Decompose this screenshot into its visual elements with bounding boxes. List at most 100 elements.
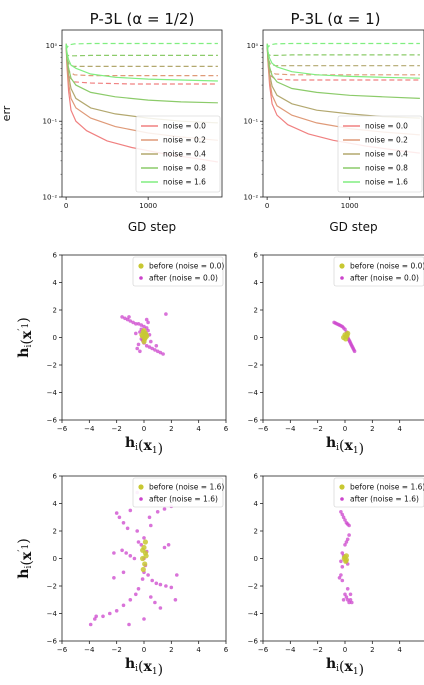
- after-point: [120, 548, 124, 553]
- chart-title: P-3L (α = 1/2): [90, 10, 195, 28]
- after-point: [94, 614, 98, 619]
- x-tick-label: −2: [313, 646, 323, 654]
- x-tick-label: 0: [265, 202, 269, 210]
- x-tick-label: −6: [57, 425, 68, 433]
- after-point: [162, 507, 167, 511]
- series-test-line-1: [266, 43, 420, 76]
- y-tick-label: 2: [53, 307, 57, 315]
- after-point: [131, 320, 135, 325]
- x-tick-label: 1000: [341, 202, 359, 210]
- legend-label: noise = 0.4: [365, 150, 408, 159]
- y-tick-label: 10⁰: [247, 42, 259, 50]
- legend-swatch: [138, 263, 144, 269]
- series-test-line-4: [266, 42, 420, 48]
- after-point: [348, 598, 353, 602]
- after-point: [166, 543, 171, 547]
- after-point: [149, 523, 153, 528]
- after-point: [138, 349, 142, 354]
- x-tick-label: −2: [112, 646, 122, 654]
- after-point: [150, 346, 154, 351]
- after-point: [93, 617, 97, 621]
- before-point: [139, 332, 145, 338]
- after-point: [112, 551, 116, 555]
- legend-label: noise = 0.8: [365, 164, 408, 173]
- after-point: [341, 598, 346, 602]
- after-point: [142, 617, 146, 621]
- x-tick-label: −6: [258, 425, 269, 433]
- after-point: [135, 346, 139, 351]
- x-tick-label: 0: [142, 646, 146, 654]
- after-point: [120, 315, 124, 319]
- after-point: [123, 316, 127, 321]
- y-axis-label: err: [0, 105, 13, 121]
- after-point: [134, 331, 138, 336]
- after-point: [345, 598, 350, 602]
- after-point: [132, 556, 137, 561]
- legend-box: [135, 115, 221, 193]
- legend-box: [333, 256, 424, 287]
- y-tick-label: 2: [254, 528, 258, 536]
- legend-label: before (noise = 0.0): [149, 262, 224, 271]
- after-point: [147, 515, 152, 520]
- x-tick-label: −4: [84, 425, 95, 433]
- x-tick-label: 1000: [139, 202, 157, 210]
- before-point: [143, 553, 149, 559]
- y-tick-label: 10⁰: [46, 42, 58, 50]
- after-point: [140, 577, 145, 581]
- after-point: [108, 611, 112, 616]
- y-tick-label: 6: [53, 252, 58, 260]
- after-point: [347, 523, 351, 528]
- y-tick-label: −2: [248, 583, 258, 591]
- y-tick-label: 2: [53, 528, 57, 536]
- after-point: [154, 344, 159, 348]
- y-tick-label: −2: [248, 362, 258, 370]
- series-test-line-1: [65, 43, 218, 77]
- series-train-line-3: [65, 43, 218, 104]
- before-point: [142, 539, 148, 545]
- legend: before (noise = 1.6) after (noise = 1.6): [333, 477, 424, 508]
- legend: before (noise = 0.0) after (noise = 0.0): [333, 256, 424, 287]
- after-point: [136, 322, 141, 326]
- x-tick-label: 4: [196, 425, 201, 433]
- after-point: [121, 570, 126, 575]
- x-tick-label: 4: [397, 646, 402, 654]
- y-tick-label: −4: [248, 610, 259, 618]
- x-axis-label-text: hi(x1): [125, 435, 163, 457]
- legend-box: [132, 256, 224, 287]
- after-point: [144, 317, 149, 322]
- y-tick-label: −4: [47, 389, 58, 397]
- after-point: [136, 342, 141, 347]
- after-point: [117, 515, 122, 520]
- before-point: [343, 558, 349, 564]
- x-tick-label: 6: [224, 425, 229, 433]
- after-point: [343, 592, 347, 597]
- after-point: [341, 515, 346, 520]
- after-point: [164, 584, 168, 588]
- legend-box: [333, 477, 424, 508]
- after-point: [153, 600, 157, 605]
- x-tick-label: 0: [142, 425, 146, 433]
- after-point: [340, 565, 345, 569]
- legend-box: [132, 477, 224, 508]
- after-point: [153, 348, 157, 352]
- y-tick-label: 0: [53, 555, 57, 563]
- after-point: [337, 576, 342, 580]
- x-tick-label: 2: [370, 425, 374, 433]
- series-train-line-2: [266, 43, 420, 119]
- legend-label: after (noise = 1.6): [149, 495, 218, 504]
- legend-label: noise = 0.4: [163, 150, 206, 159]
- after-point: [146, 328, 150, 333]
- after-point: [339, 510, 343, 514]
- x-tick-label: 2: [169, 646, 173, 654]
- legend-label: noise = 0.8: [163, 164, 206, 173]
- x-tick-label: 6: [224, 646, 229, 654]
- x-tick-label: 0: [343, 425, 347, 433]
- after-point: [127, 315, 131, 319]
- x-axis-label-text: hi(x1): [125, 656, 163, 678]
- after-point: [135, 529, 139, 533]
- after-point: [339, 573, 343, 577]
- after-point: [121, 521, 126, 525]
- after-point: [345, 537, 350, 542]
- after-point: [158, 606, 163, 610]
